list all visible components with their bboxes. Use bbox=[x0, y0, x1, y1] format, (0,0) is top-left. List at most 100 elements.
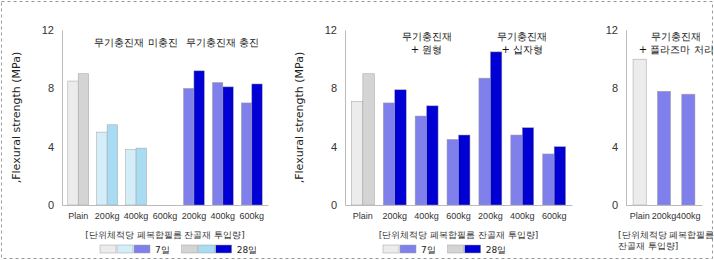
y-tick: 12 bbox=[606, 24, 626, 36]
x-tick-label: 200kg bbox=[182, 211, 207, 221]
panel: 0 4 8 12 Plain 200kg 400kg 600kg 200kg 400kg 600kg… bbox=[10, 24, 269, 255]
x-tick-label: 600kg bbox=[542, 211, 567, 221]
legend-label: 7일 bbox=[421, 245, 436, 255]
x-tick: 200kg bbox=[382, 205, 407, 221]
x-tick: Plain bbox=[353, 205, 373, 221]
bar bbox=[633, 59, 646, 205]
bar bbox=[415, 116, 426, 205]
bar bbox=[107, 125, 117, 205]
y-tick: 0 bbox=[48, 199, 62, 211]
bar bbox=[184, 88, 194, 205]
x-tick: 200kg bbox=[652, 205, 677, 221]
y-axis-line bbox=[345, 31, 346, 206]
y-tick-label: 4 bbox=[612, 141, 618, 153]
bar bbox=[395, 90, 406, 205]
bar bbox=[97, 132, 107, 205]
bars bbox=[351, 52, 565, 205]
x-tick: 600kg bbox=[153, 205, 178, 221]
y-axis-title: ,Flexural strength (MPa) bbox=[10, 52, 23, 184]
x-tick: Plain bbox=[68, 205, 88, 221]
x-axis-title: [단위체적당 폐복합필름 잔골재 투입량] bbox=[85, 230, 245, 240]
y-tick-label: 0 bbox=[48, 199, 54, 211]
x-tick-label: 400kg bbox=[414, 211, 439, 221]
x-tick: 600kg bbox=[446, 205, 471, 221]
bar bbox=[543, 154, 554, 205]
legend-swatch bbox=[182, 245, 198, 253]
y-tick-label: 8 bbox=[331, 82, 337, 94]
y-tick-label: 4 bbox=[331, 141, 337, 153]
group-label: 무기충진재+ 십자형 bbox=[497, 31, 547, 55]
x-tick-label: 200kg bbox=[95, 211, 120, 221]
y-tick-label: 8 bbox=[612, 82, 618, 94]
y-tick: 8 bbox=[612, 82, 626, 94]
y-tick-label: 0 bbox=[612, 199, 618, 211]
x-tick: 600kg bbox=[240, 205, 265, 221]
legend-swatch bbox=[199, 245, 215, 253]
y-tick: 4 bbox=[48, 141, 62, 153]
y-tick-label: 12 bbox=[606, 24, 618, 36]
x-tick-label: 200kg bbox=[382, 211, 407, 221]
bar bbox=[241, 103, 251, 205]
legend-swatch bbox=[100, 245, 116, 253]
bar bbox=[212, 83, 222, 206]
y-axis-line bbox=[62, 31, 63, 206]
x-tick-label: 600kg bbox=[153, 211, 178, 221]
frame bbox=[2, 2, 713, 259]
y-tick-label: 12 bbox=[42, 24, 54, 36]
group-label: 무기충진재 충진 bbox=[186, 37, 259, 48]
x-tick-label: 600kg bbox=[446, 211, 471, 221]
bar bbox=[68, 81, 78, 205]
legend-swatch bbox=[117, 245, 133, 253]
bar bbox=[554, 147, 565, 205]
legend-swatch bbox=[448, 245, 464, 253]
bar bbox=[479, 78, 490, 205]
legend-label: 7일 bbox=[155, 245, 170, 255]
panel: 04812Plain200kg400kg[단위체적당 폐복합필름잔골재 투입량]… bbox=[606, 24, 714, 251]
bar bbox=[363, 74, 374, 205]
bar bbox=[490, 52, 501, 205]
y-tick: 8 bbox=[48, 82, 62, 94]
y-tick: 8 bbox=[331, 82, 345, 94]
y-axis-line bbox=[626, 31, 627, 206]
bar bbox=[351, 101, 362, 205]
x-tick: 200kg bbox=[478, 205, 503, 221]
x-tick: 400kg bbox=[124, 205, 149, 221]
y-tick-label: 0 bbox=[331, 199, 337, 211]
legend-swatch bbox=[134, 245, 150, 253]
bar bbox=[657, 91, 670, 205]
x-tick-label: Plain bbox=[68, 211, 88, 221]
y-tick: 12 bbox=[42, 24, 62, 36]
legend-label: 28일 bbox=[237, 245, 257, 255]
bar bbox=[447, 139, 458, 205]
x-tick: 200kg bbox=[95, 205, 120, 221]
figure: 04812Plain200kg400kg600kg200kg400kg600kg… bbox=[0, 0, 714, 260]
x-tick-label: Plain bbox=[353, 211, 373, 221]
legend-swatch bbox=[400, 245, 416, 253]
x-tick: 600kg bbox=[542, 205, 567, 221]
y-tick: 0 bbox=[331, 199, 345, 211]
x-tick: 400kg bbox=[414, 205, 439, 221]
bar bbox=[126, 150, 136, 205]
group-label: 무기충진재 미충진 bbox=[94, 37, 177, 48]
group-label: 무기충진재+ 원형 bbox=[402, 31, 452, 55]
x-axis-title: [단위체적당 폐복합필름 bbox=[618, 230, 714, 240]
y-tick-label: 8 bbox=[48, 82, 54, 94]
y-axis: 04812 bbox=[325, 24, 346, 211]
y-tick-label: 4 bbox=[48, 141, 54, 153]
bar bbox=[682, 94, 695, 205]
legend-label: 28일 bbox=[486, 245, 506, 255]
x-tick-label: 600kg bbox=[240, 211, 265, 221]
bar bbox=[78, 74, 88, 205]
x-tick: 400kg bbox=[211, 205, 236, 221]
bar bbox=[383, 103, 394, 205]
x-tick-label: Plain bbox=[630, 211, 650, 221]
x-tick: 400kg bbox=[676, 205, 701, 221]
group-label: 무기충진재+ 플라즈마 처리 bbox=[639, 31, 714, 55]
bars bbox=[633, 59, 695, 205]
x-tick: Plain bbox=[630, 205, 650, 221]
x-axis: Plain200kg400kg bbox=[627, 205, 703, 221]
x-axis-line bbox=[627, 205, 703, 206]
legend-swatch bbox=[383, 245, 399, 253]
bar bbox=[223, 87, 233, 205]
panel: 04812Plain200kg400kg600kg200kg400kg600kg… bbox=[293, 24, 573, 255]
